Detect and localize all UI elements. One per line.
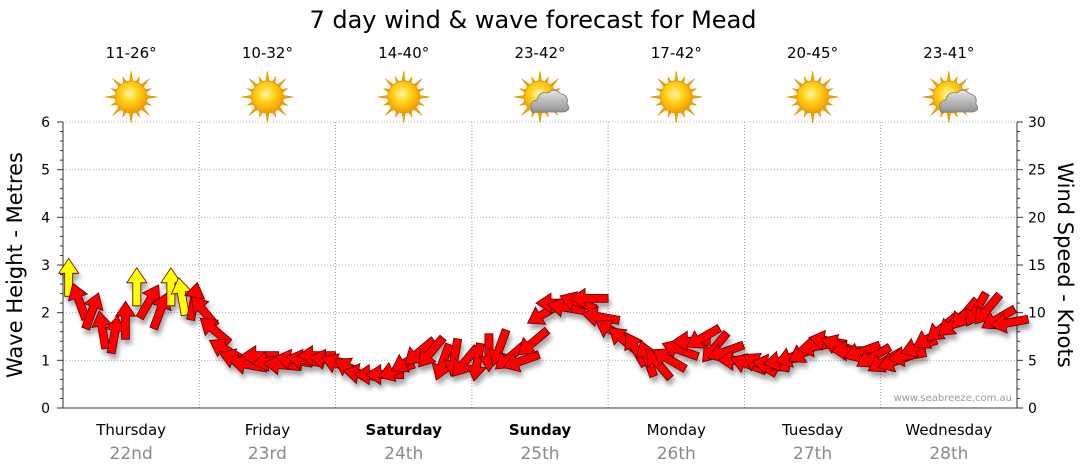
- weather-icon-row: [105, 70, 979, 124]
- day-name: Tuesday: [781, 421, 843, 439]
- day-temperature: 14-40°: [378, 44, 429, 62]
- day-name: Saturday: [366, 421, 443, 439]
- y-left-tick-label: 4: [41, 210, 50, 226]
- day-date: 26th: [657, 444, 696, 464]
- y-left-tick-label: 3: [41, 258, 50, 274]
- day-date: 22nd: [110, 444, 153, 464]
- day-temperature: 11-26°: [106, 44, 157, 62]
- wind-arrow: [126, 267, 148, 307]
- wind-arrow: [569, 287, 609, 310]
- y-right-tick-label: 10: [1028, 306, 1046, 322]
- day-date: 25th: [520, 444, 559, 464]
- day-name: Sunday: [509, 421, 572, 439]
- sun-icon: [377, 70, 430, 124]
- temperature-row: 11-26° 10-32° 14-40° 23-42° 17-42° 20-45° 23-4…: [106, 44, 975, 62]
- day-temperature: 17-42°: [651, 44, 702, 62]
- wind-arrow: [114, 300, 137, 340]
- wind-arrow: [502, 350, 541, 373]
- day-labels: Thursday 22nd Friday 23rd Saturday 24th Sunday…: [95, 421, 992, 464]
- chart-title: 7 day wind & wave forecast for Mead: [309, 6, 756, 34]
- right-y-ticks: 0 5 10 15 20 25 30: [1017, 115, 1046, 417]
- y-right-tick-label: 30: [1028, 115, 1046, 131]
- sun-icon: [786, 70, 839, 124]
- day-name: Wednesday: [905, 421, 992, 439]
- day-name: Monday: [647, 421, 706, 439]
- y-axis-left-label: Wave Height - Metres: [3, 152, 27, 378]
- wind-arrows: [57, 257, 1030, 386]
- day-name: Thursday: [95, 421, 166, 439]
- wind-arrow: [517, 326, 551, 356]
- sun-icon: [105, 70, 158, 124]
- day-date: 28th: [929, 444, 968, 464]
- day-temperature: 23-42°: [514, 44, 565, 62]
- wind-arrow: [465, 342, 488, 382]
- wind-arrow: [57, 257, 80, 297]
- day-name: Friday: [245, 421, 291, 439]
- partly-cloudy-icon: [513, 70, 570, 124]
- wind-arrow: [81, 292, 104, 331]
- y-left-tick-label: 1: [41, 353, 50, 369]
- day-temperature: 20-45°: [787, 44, 838, 62]
- partly-cloudy-icon: [922, 70, 979, 124]
- y-right-tick-label: 5: [1028, 353, 1037, 369]
- y-right-tick-label: 25: [1028, 163, 1046, 179]
- sun-icon: [241, 70, 294, 124]
- wind-arrow: [199, 317, 233, 347]
- sun-icon: [650, 70, 703, 124]
- wind-arrow: [989, 312, 1030, 334]
- y-right-tick-label: 20: [1028, 210, 1046, 226]
- day-date: 24th: [384, 444, 423, 464]
- y-left-tick-label: 6: [41, 115, 50, 131]
- day-date: 23rd: [248, 444, 287, 464]
- y-left-tick-label: 2: [41, 306, 50, 322]
- day-temperature: 23-41°: [923, 44, 974, 62]
- y-axis-right-label: Wind Speed - Knots: [1053, 162, 1077, 367]
- y-left-tick-label: 5: [41, 163, 50, 179]
- credit-text: www.seabreeze.com.au: [894, 393, 1012, 404]
- left-y-ticks: 0 1 2 3 4 5 6: [41, 115, 63, 417]
- wind-arrow: [418, 334, 447, 368]
- day-date: 27th: [793, 444, 832, 464]
- y-right-tick-label: 0: [1028, 401, 1037, 417]
- day-temperature: 10-32°: [242, 44, 293, 62]
- y-left-tick-label: 0: [41, 401, 50, 417]
- wind-arrow: [149, 292, 172, 331]
- y-right-tick-label: 15: [1028, 258, 1046, 274]
